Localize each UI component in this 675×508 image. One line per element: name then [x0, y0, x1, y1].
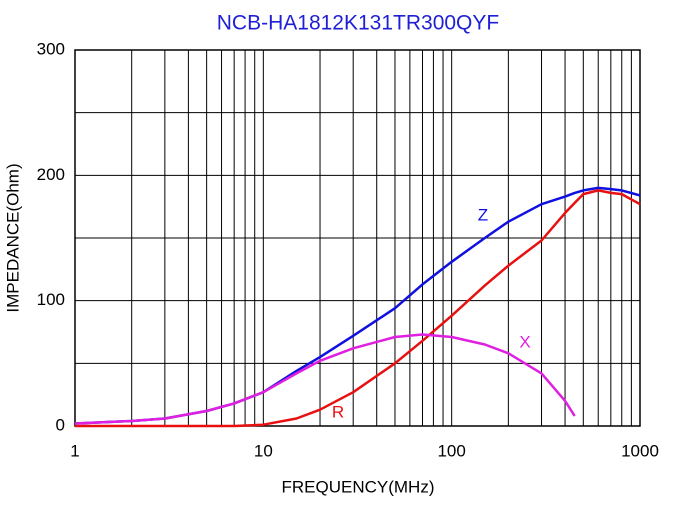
x-tick-label: 10	[254, 441, 273, 460]
series-label: R	[332, 402, 344, 421]
y-tick-label: 200	[37, 165, 65, 184]
plot-frame	[74, 49, 641, 427]
series-label: X	[519, 332, 530, 351]
y-tick-label: 100	[37, 290, 65, 309]
y-tick-label: 0	[56, 415, 65, 434]
x-tick-label: 100	[437, 441, 465, 460]
series-label: Z	[478, 205, 488, 224]
x-axis-label: FREQUENCY(MHz)	[282, 477, 435, 496]
x-tick-label: 1000	[621, 441, 659, 460]
x-tick-label: 1	[70, 441, 79, 460]
series-line	[75, 189, 641, 428]
y-tick-label: 300	[37, 39, 65, 58]
series-line	[74, 333, 576, 425]
chart-title: NCB-HA1812K131TR300QYF	[217, 12, 499, 35]
y-axis-label: IMPEDANCE(Ohm)	[3, 163, 22, 312]
